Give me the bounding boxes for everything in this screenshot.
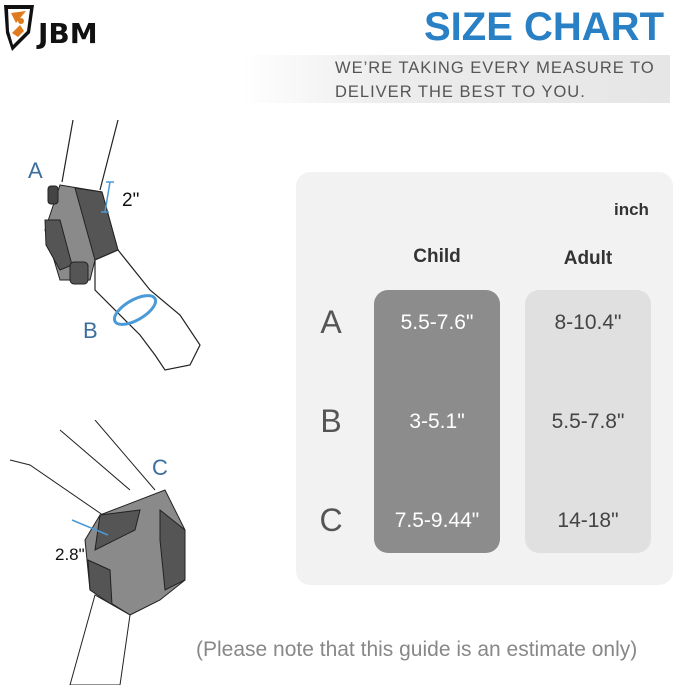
- cell-child-a: 5.5-7.6": [400, 311, 474, 334]
- elbow-width-measure: 2": [122, 190, 140, 211]
- page-title: SIZE CHART: [424, 5, 664, 49]
- child-column: [374, 290, 500, 553]
- measure-label-b: B: [83, 318, 98, 343]
- tagline-line-2: DELIVER THE BEST TO YOU.: [335, 83, 586, 101]
- logo-text: JBM: [38, 17, 98, 50]
- estimate-note: (Please note that this guide is an estim…: [196, 638, 638, 661]
- cell-adult-b: 5.5-7.8": [551, 410, 625, 433]
- elbow-pad-illustration: [44, 120, 201, 371]
- knee-pad-illustration: [9, 420, 186, 685]
- row-label-b: B: [320, 403, 342, 439]
- row-label-c: C: [319, 502, 343, 538]
- cell-child-c: 7.5-9.44": [394, 509, 480, 532]
- unit-label: inch: [614, 200, 649, 219]
- column-header-child: Child: [413, 246, 461, 267]
- measure-label-a: A: [28, 158, 43, 183]
- knee-width-measure: 2.8": [55, 545, 85, 564]
- cell-adult-c: 14-18": [557, 509, 619, 532]
- row-label-a: A: [320, 304, 342, 340]
- adult-column: [525, 290, 651, 553]
- column-header-adult: Adult: [563, 248, 613, 269]
- jbm-logo-shield-icon: [4, 5, 34, 51]
- measure-label-c: C: [152, 455, 168, 480]
- tagline-band: [240, 55, 670, 103]
- cell-adult-a: 8-10.4": [554, 311, 622, 334]
- cell-child-b: 3-5.1": [409, 410, 465, 433]
- tagline-line-1: WE’RE TAKING EVERY MEASURE TO: [335, 59, 655, 77]
